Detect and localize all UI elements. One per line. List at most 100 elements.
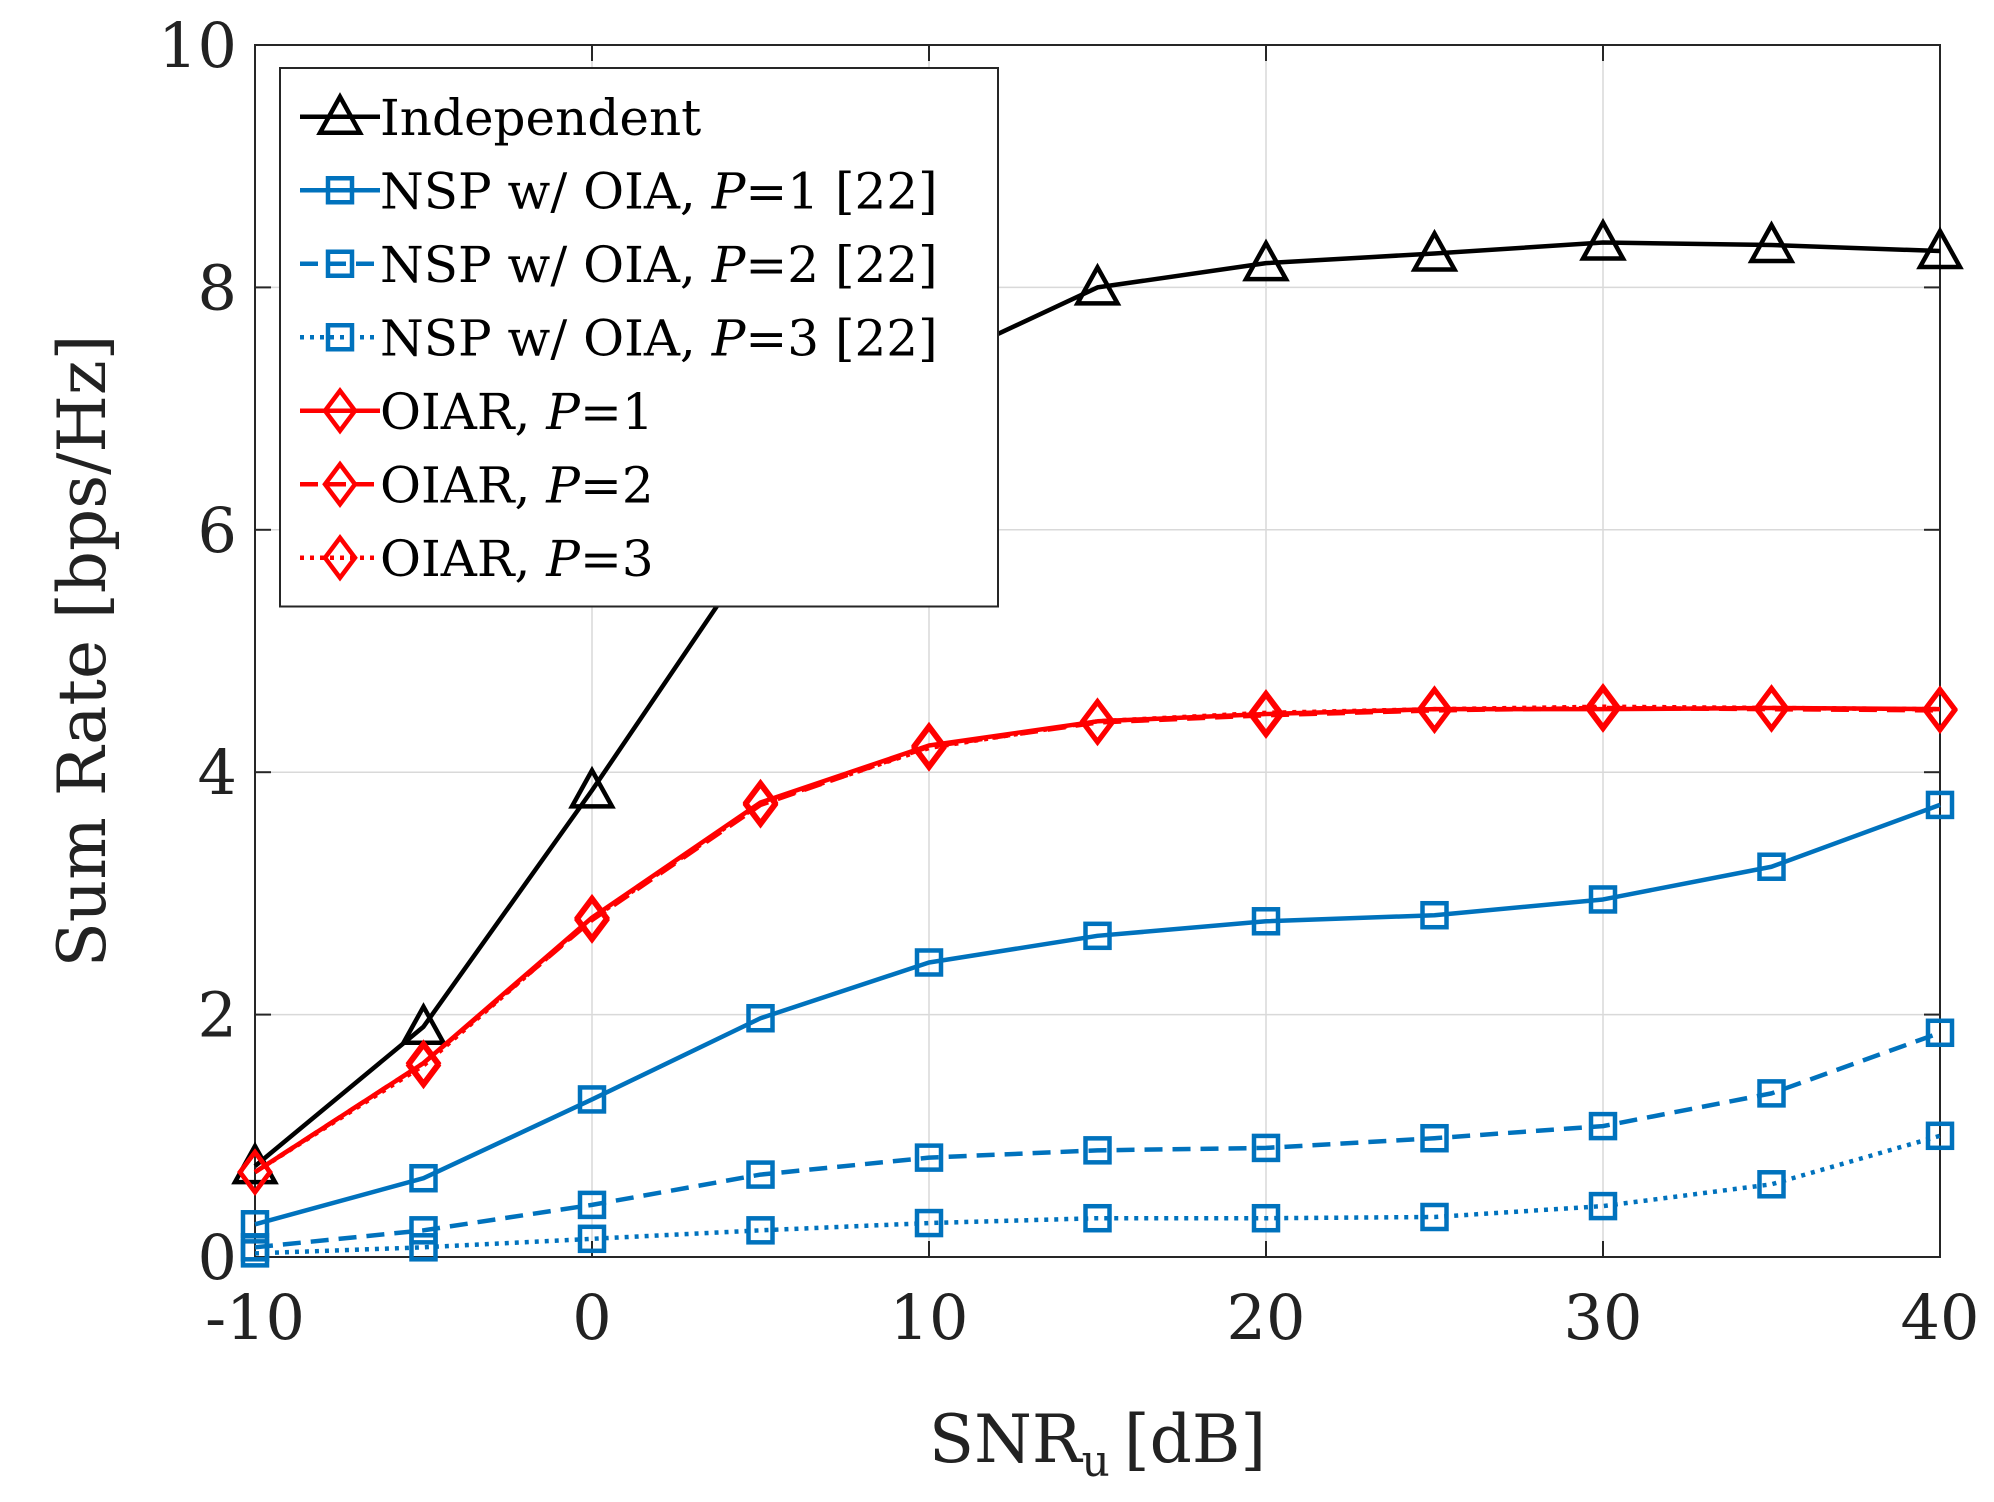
data-point <box>746 1216 775 1245</box>
legend-label-part: NSP w/ OIA, <box>380 309 712 367</box>
legend-label-part: P <box>711 309 747 367</box>
legend-label-part: OIAR, <box>380 530 546 588</box>
data-point <box>1410 228 1459 272</box>
data-point <box>405 1041 442 1090</box>
data-point <box>1083 921 1112 951</box>
data-point <box>1416 685 1453 733</box>
data-point <box>1925 790 1955 820</box>
data-point <box>577 1085 607 1114</box>
legend-label-part: P <box>545 530 581 588</box>
data-point <box>409 1163 438 1193</box>
series-line <box>254 1030 1941 1250</box>
series-line <box>254 1133 1941 1256</box>
legend-label-part: =1 <box>580 383 654 441</box>
legend-item: NSP w/ OIA, P=1 [22] <box>300 162 938 220</box>
data-point <box>240 1239 270 1268</box>
legend-label-part: =2 [22] <box>745 236 937 294</box>
data-point <box>1925 1121 1955 1151</box>
legend-label-part: P <box>545 383 581 441</box>
legend-label: Independent <box>380 89 701 147</box>
data-point <box>1242 238 1290 282</box>
legend-label: OIAR, P=2 <box>380 456 654 514</box>
data-point <box>746 1003 775 1033</box>
y-tick-label: 6 <box>198 494 237 567</box>
legend-item: Independent <box>300 89 701 147</box>
legend-label-part: =2 <box>580 456 654 514</box>
legend-label: OIAR, P=3 <box>380 530 654 588</box>
series-line <box>253 240 1941 1168</box>
data-point <box>742 779 779 828</box>
x-axis-title: SNRu [dB] <box>929 1401 1266 1487</box>
data-point <box>1753 684 1790 732</box>
x-tick-label: 30 <box>1564 1281 1643 1354</box>
y-tick-label: 2 <box>198 979 237 1052</box>
legend-marker <box>322 460 358 508</box>
data-point <box>409 1233 438 1262</box>
data-point <box>914 1143 944 1172</box>
x-axis-title-unit: [dB] <box>1124 1401 1266 1478</box>
data-point <box>1083 1136 1112 1165</box>
data-point <box>1251 907 1281 936</box>
x-axis-title-main: SNR <box>929 1401 1084 1478</box>
x-tick-label: 40 <box>1901 1281 1980 1354</box>
series-6 <box>237 683 1958 1196</box>
data-point <box>577 1190 607 1220</box>
data-point <box>1588 885 1618 914</box>
legend-marker <box>325 176 355 205</box>
x-tick-label: 10 <box>890 1281 969 1354</box>
data-point <box>1079 697 1116 746</box>
legend-label: NSP w/ OIA, P=3 [22] <box>380 309 938 367</box>
data-point <box>1747 220 1796 264</box>
data-point <box>568 765 616 809</box>
legend-label-part: NSP w/ OIA, <box>380 236 712 294</box>
data-point <box>1757 852 1786 881</box>
data-point <box>911 724 947 772</box>
legend-label-part: P <box>545 456 581 514</box>
x-axis-title-subscript: u <box>1082 1436 1110 1487</box>
series-line <box>254 802 1941 1227</box>
data-point <box>1073 262 1122 306</box>
legend-label-part: OIAR, <box>380 456 546 514</box>
legend-label: NSP w/ OIA, P=2 [22] <box>380 236 938 294</box>
legend-label-part: Independent <box>380 89 701 147</box>
legend-label-part: =3 <box>580 530 654 588</box>
legend-label-part: =1 [22] <box>745 162 937 220</box>
series-line <box>253 705 1941 1175</box>
data-point <box>1420 1123 1449 1153</box>
x-tick-label: 20 <box>1227 1281 1306 1354</box>
data-point <box>914 1208 944 1238</box>
legend-item: OIAR, P=2 <box>300 456 654 514</box>
legend-label-part: P <box>711 162 747 220</box>
y-tick-label: 8 <box>198 251 237 324</box>
y-tick-label: 10 <box>158 9 237 82</box>
data-point <box>1757 1079 1786 1108</box>
y-tick-label: 4 <box>198 736 237 809</box>
legend-marker <box>325 249 355 278</box>
legend-marker <box>322 387 358 435</box>
data-point <box>1248 689 1284 737</box>
data-point <box>1420 1202 1449 1232</box>
data-point <box>1588 1191 1618 1221</box>
legend-box <box>279 67 999 608</box>
y-tick-label: 0 <box>198 1221 237 1294</box>
legend-label: NSP w/ OIA, P=1 [22] <box>380 162 938 220</box>
legend-marker <box>325 323 355 352</box>
legend-marker <box>316 92 364 135</box>
data-point <box>1083 1203 1112 1233</box>
legend-label-part: NSP w/ OIA, <box>380 162 712 220</box>
x-tick-label: 0 <box>572 1281 611 1354</box>
data-point <box>1251 1133 1281 1163</box>
y-axis-title: Sum Rate [bps/Hz] <box>44 335 121 968</box>
data-point <box>1585 683 1621 731</box>
series-0 <box>231 217 1964 1185</box>
legend-item: NSP w/ OIA, P=3 [22] <box>300 309 938 367</box>
legend-label-part: P <box>711 236 747 294</box>
series-1 <box>240 790 1955 1239</box>
data-point <box>409 1216 438 1245</box>
data-point <box>914 948 944 977</box>
x-tick-label: -10 <box>205 1281 305 1354</box>
